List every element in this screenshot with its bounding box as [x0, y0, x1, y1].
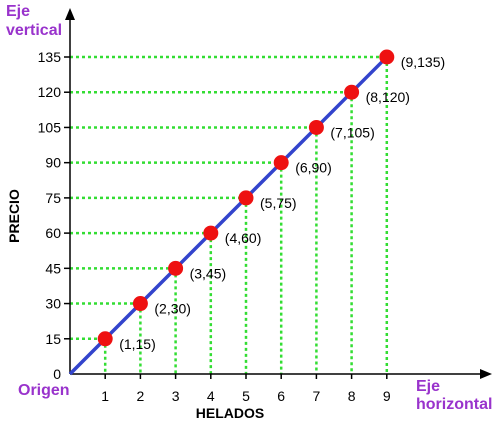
y-tick-label: 60	[45, 225, 61, 241]
point-labels: (1,15) (2,30) (3,45) (4,60) (5,75) (6,90) (7,1…	[119, 54, 445, 352]
data-label: (6,90)	[295, 160, 332, 176]
x-axis-arrow-icon	[480, 369, 492, 379]
axes	[65, 8, 492, 379]
y-axis-name-line2: vertical	[6, 22, 62, 39]
x-tick-label: 5	[242, 388, 250, 404]
y-tick-label: 90	[45, 155, 61, 171]
x-tick-label: 4	[207, 388, 215, 404]
data-label: (1,15)	[119, 336, 156, 352]
series-line	[68, 55, 389, 376]
y-tick-label: 105	[38, 119, 62, 135]
markers	[97, 49, 395, 347]
y-tick-label: 135	[38, 49, 62, 65]
x-axis-name-line1: Eje	[416, 378, 440, 395]
series-line-group	[68, 55, 389, 376]
y-axis-title: PRECIO	[6, 189, 22, 243]
data-label: (5,75)	[260, 195, 297, 211]
x-tick-label: 2	[137, 388, 145, 404]
data-point	[238, 190, 254, 206]
x-tick-label: 1	[101, 388, 109, 404]
data-point	[203, 225, 219, 241]
x-tick-label: 8	[348, 388, 356, 404]
data-point	[168, 260, 184, 276]
data-label: (3,45)	[190, 265, 227, 281]
data-label: (7,105)	[330, 124, 374, 140]
data-label: (2,30)	[154, 301, 191, 317]
data-point	[344, 84, 360, 100]
x-tick-label: 9	[383, 388, 391, 404]
y-tick-label: 0	[53, 366, 61, 382]
data-point	[273, 155, 289, 171]
y-tick-label: 120	[38, 84, 62, 100]
x-tick-label: 6	[277, 388, 285, 404]
y-tick-label: 30	[45, 296, 61, 312]
y-tick-label: 45	[45, 260, 61, 276]
y-axis-name-line1: Eje	[6, 3, 30, 20]
x-tick-label: 7	[313, 388, 321, 404]
data-point	[132, 296, 148, 312]
x-axis-title: HELADOS	[196, 405, 264, 421]
y-tick-label: 75	[45, 190, 61, 206]
data-point	[379, 49, 395, 65]
origin-label: Origen	[18, 382, 70, 399]
y-tick-label: 15	[45, 331, 61, 347]
data-point	[97, 331, 113, 347]
data-point	[308, 119, 324, 135]
y-axis-arrow-icon	[65, 8, 75, 20]
guide-lines	[70, 55, 389, 374]
x-tick-label: 3	[172, 388, 180, 404]
data-label: (4,60)	[225, 230, 262, 246]
data-label: (9,135)	[401, 54, 445, 70]
x-axis-name-line2: horizontal	[416, 396, 492, 413]
data-label: (8,120)	[366, 89, 410, 105]
